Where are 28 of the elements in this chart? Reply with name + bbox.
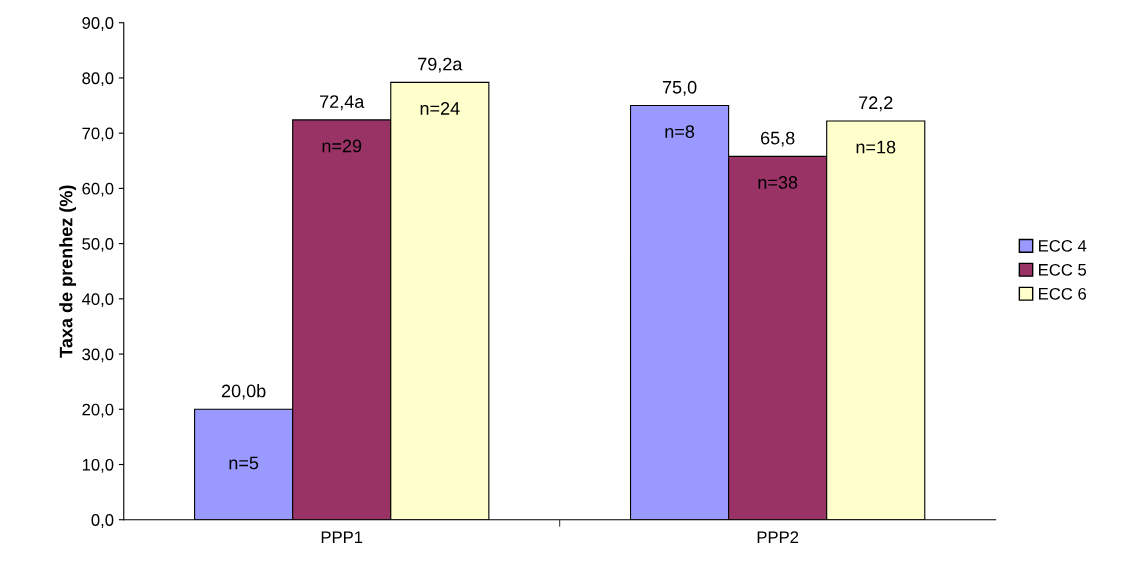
y-tick-label: 60,0	[82, 182, 114, 197]
annotation: n=29	[322, 139, 362, 153]
annotation: n=18	[856, 140, 896, 154]
x-tick-label: PPP2	[757, 531, 799, 543]
annotation: n=38	[758, 176, 798, 189]
y-tick-label: 0,0	[91, 514, 114, 528]
y-tick-label: 90,0	[82, 17, 114, 31]
legend-label: ECC 5	[1039, 263, 1087, 276]
annotation: n=8	[665, 125, 695, 139]
data-label: 79,2a	[418, 57, 463, 73]
y-tick-label: 20,0	[82, 403, 114, 418]
legend-label: ECC 6	[1039, 287, 1087, 300]
x-tick-label: PPP1	[321, 531, 363, 543]
y-axis-title: Taxa de prenhez (%)	[59, 185, 77, 358]
y-tick-label: 70,0	[82, 127, 114, 142]
data-label: 75,0	[662, 80, 697, 96]
data-label: 65,8	[761, 131, 795, 147]
annotation: n=24	[420, 102, 460, 115]
legend-label: ECC 4	[1039, 239, 1087, 252]
y-tick-label: 10,0	[82, 458, 114, 473]
y-tick-label: 50,0	[82, 238, 114, 252]
y-tick-label: 30,0	[82, 348, 114, 363]
data-label: 20,0b	[221, 384, 266, 400]
annotation: n=5	[229, 456, 259, 470]
y-tick-label: 80,0	[82, 72, 114, 87]
data-label: 72,2	[859, 96, 893, 112]
y-tick-label: 40,0	[81, 293, 114, 307]
data-label: 72,4a	[320, 95, 365, 111]
